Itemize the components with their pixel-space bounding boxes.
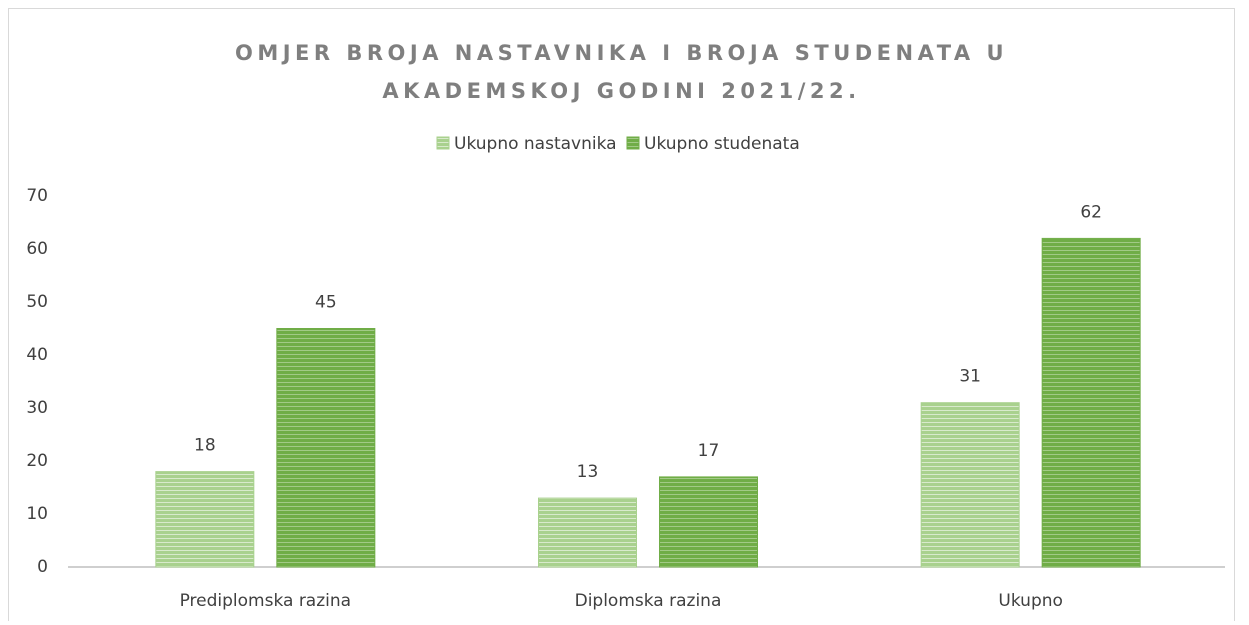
chart-border [8,8,1235,625]
y-tick-label: 20 [26,451,48,471]
data-label: 17 [698,441,720,461]
legend-label: Ukupno studenata [644,134,800,154]
x-tick-label: Prediplomska razina [180,591,352,611]
data-label: 13 [577,462,599,482]
legend-swatch [626,136,640,150]
bar [538,497,637,568]
y-tick-label: 0 [37,557,48,577]
y-tick-label: 60 [26,239,48,259]
y-tick-label: 70 [26,186,48,206]
bar [920,402,1020,568]
legend-label: Ukupno nastavnika [454,134,617,154]
bar [155,471,255,568]
data-label: 18 [194,436,216,456]
bar [1041,237,1141,568]
x-tick-label: Ukupno [998,591,1063,611]
y-tick-label: 30 [26,398,48,418]
data-label: 31 [959,367,981,387]
y-tick-label: 10 [26,504,48,524]
y-tick-label: 40 [26,345,48,365]
bar [276,328,376,568]
x-tick-label: Diplomska razina [575,591,722,611]
data-label: 45 [315,293,337,313]
chart-title: OMJER BROJA NASTAVNIKA I BROJA STUDENATA… [234,41,1009,103]
y-tick-label: 50 [26,292,48,312]
data-label: 62 [1080,202,1102,222]
legend-swatch [436,136,450,150]
bar [659,476,758,568]
